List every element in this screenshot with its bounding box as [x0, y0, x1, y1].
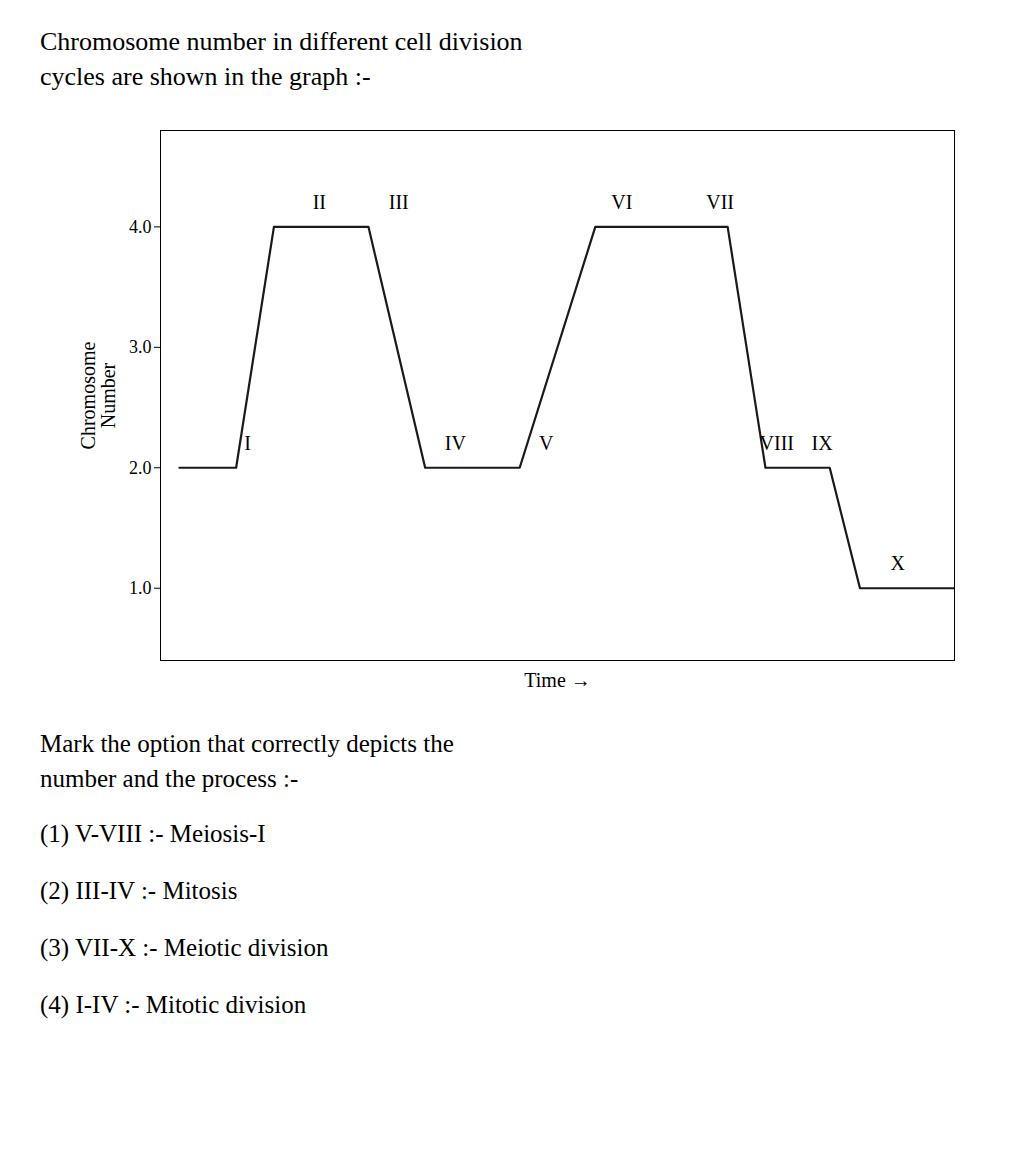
html-text:cycles are shown in the graph: cycles are shown in the graph :- [40, 62, 371, 92]
html-text:(4) I-IV :- Mitotic division: (4) I-IV :- Mitotic division [40, 991, 307, 1019]
svg-text:1.0: 1.0 [129, 578, 152, 598]
svg-text:II: II [313, 191, 326, 213]
svg-text:VIII: VIII [760, 432, 794, 454]
svg-text:IX: IX [812, 432, 834, 454]
svg-text:3.0: 3.0 [129, 337, 152, 357]
svg-text:III: III [389, 191, 409, 213]
html-text:(2) III-IV :- Mitosis: (2) III-IV :- Mitosis [40, 877, 238, 905]
svg-text:V: V [539, 432, 554, 454]
html-text:Chromosome number in different: Chromosome number in different cell divi… [40, 27, 523, 56]
html-text:(1) V-VIII :- Meiosis-I: (1) V-VIII :- Meiosis-I [40, 820, 266, 848]
svg-text:4.0: 4.0 [129, 217, 152, 237]
svg-text:VII: VII [706, 191, 734, 213]
svg-text:VI: VI [611, 191, 632, 213]
svg-text:Time →: Time → [524, 669, 591, 691]
html-text:number and the process :-: number and the process :- [40, 765, 299, 793]
svg-text:IV: IV [445, 432, 467, 454]
svg-text:X: X [891, 552, 906, 574]
svg-text:I: I [244, 432, 251, 454]
svg-text:ChromosomeNumber: ChromosomeNumber [77, 342, 119, 450]
html-text:(3) VII-X :- Meiotic division: (3) VII-X :- Meiotic division [40, 934, 329, 962]
svg-text:2.0: 2.0 [129, 458, 152, 478]
html-text:Mark the option that correctly: Mark the option that correctly depicts t… [40, 730, 454, 758]
